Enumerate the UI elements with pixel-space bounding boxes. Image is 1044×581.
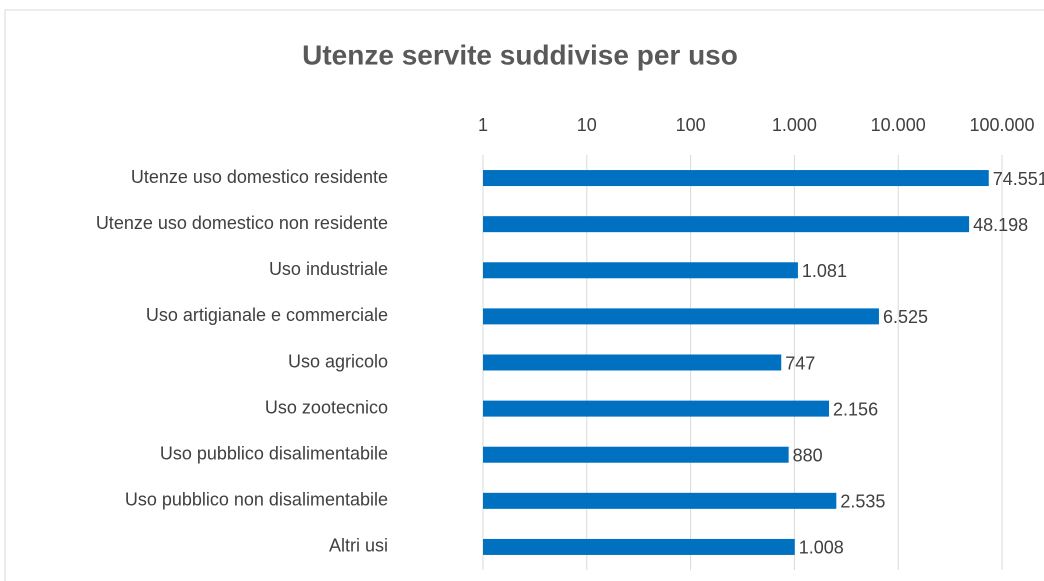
data-label: 2.535	[840, 492, 885, 512]
data-label: 1.081	[802, 261, 847, 281]
bar	[483, 262, 798, 279]
chart-border	[4, 9, 1044, 581]
x-tick-label: 100	[676, 115, 706, 135]
bar	[483, 308, 879, 325]
y-tick-label: Uso zootecnico	[265, 397, 388, 417]
bar	[483, 216, 970, 233]
x-tick-label: 100.000	[969, 115, 1034, 135]
bar	[483, 170, 989, 187]
x-tick-label: 10.000	[871, 115, 926, 135]
bar	[483, 354, 782, 371]
x-tick-label: 1	[478, 115, 488, 135]
y-tick-label: Utenze uso domestico residente	[131, 167, 388, 187]
chart-title: Utenze servite suddivise per uso	[302, 39, 738, 70]
x-tick-label: 10	[577, 115, 597, 135]
bar	[483, 538, 795, 555]
data-label: 1.008	[799, 538, 844, 558]
bar	[483, 446, 789, 463]
y-tick-label: Uso industriale	[269, 259, 388, 279]
data-label: 747	[785, 353, 815, 373]
data-label: 48.198	[973, 215, 1028, 235]
data-label: 2.156	[833, 399, 878, 419]
x-tick-label: 1.000	[772, 115, 817, 135]
bar	[483, 400, 830, 417]
y-tick-label: Uso artigianale e commerciale	[146, 305, 388, 325]
bar	[483, 492, 837, 509]
data-label: 74.551	[993, 169, 1044, 189]
data-label: 6.525	[883, 307, 928, 327]
data-label: 880	[793, 445, 823, 465]
y-tick-label: Uso agricolo	[288, 351, 388, 371]
y-tick-label: Uso pubblico non disalimentabile	[125, 490, 388, 510]
y-tick-label: Altri usi	[329, 536, 388, 556]
y-tick-label: Uso pubblico disalimentabile	[160, 443, 388, 463]
y-tick-label: Utenze uso domestico non residente	[96, 213, 388, 233]
